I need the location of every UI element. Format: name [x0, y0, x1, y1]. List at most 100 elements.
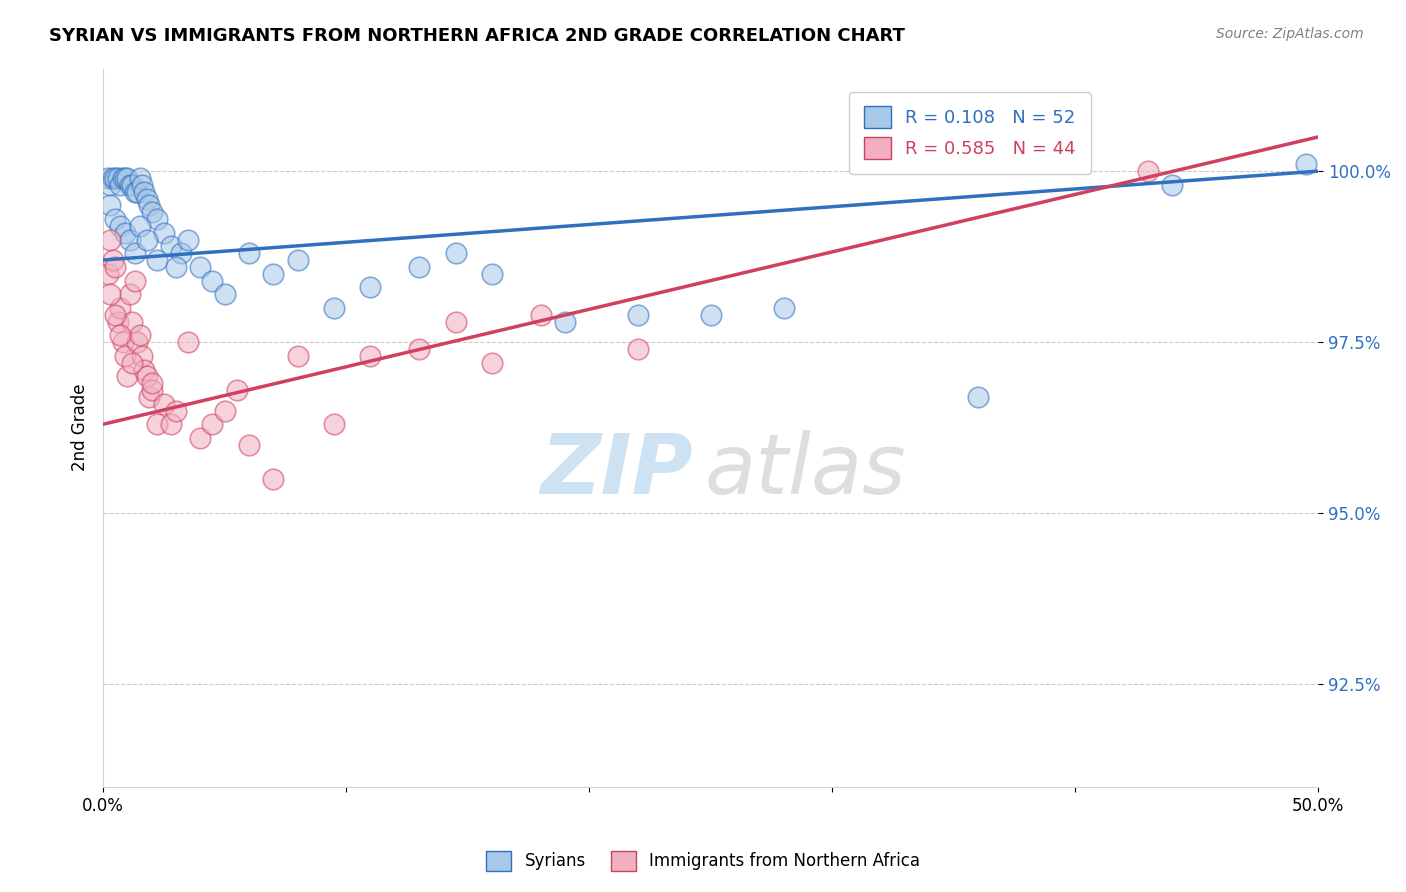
Point [118, 287, 141, 301]
Point [238, 246, 260, 260]
Point [1137, 164, 1160, 178]
Point [967, 390, 990, 404]
Point [554, 315, 576, 329]
Point [153, 397, 176, 411]
Point [481, 267, 503, 281]
Point [97, 171, 120, 186]
Point [114, 226, 136, 240]
Point [135, 192, 157, 206]
Point [160, 417, 183, 432]
Point [359, 280, 381, 294]
Point [408, 260, 430, 274]
Point [165, 403, 187, 417]
Point [141, 376, 163, 391]
Point [128, 328, 150, 343]
Point [121, 315, 143, 329]
Point [131, 349, 153, 363]
Point [188, 260, 211, 274]
Point [100, 287, 122, 301]
Point [127, 335, 149, 350]
Point [97, 267, 120, 281]
Text: ZIP: ZIP [540, 430, 693, 511]
Point [108, 301, 131, 315]
Point [121, 178, 143, 192]
Point [145, 253, 167, 268]
Point [111, 171, 134, 186]
Point [323, 301, 346, 315]
Point [170, 246, 193, 260]
Point [124, 274, 146, 288]
Point [108, 178, 131, 192]
Point [188, 431, 211, 445]
Point [214, 287, 236, 301]
Point [214, 403, 236, 417]
Point [117, 369, 139, 384]
Point [177, 335, 200, 350]
Point [177, 233, 200, 247]
Point [134, 185, 156, 199]
Point [323, 417, 346, 432]
Point [128, 219, 150, 233]
Point [127, 185, 149, 199]
Point [118, 233, 141, 247]
Point [104, 308, 127, 322]
Point [699, 308, 721, 322]
Point [262, 472, 284, 486]
Point [138, 390, 160, 404]
Point [117, 171, 139, 186]
Legend: Syrians, Immigrants from Northern Africa: Syrians, Immigrants from Northern Africa [478, 842, 928, 880]
Point [100, 178, 122, 192]
Point [262, 267, 284, 281]
Point [101, 171, 124, 186]
Point [201, 274, 224, 288]
Point [114, 349, 136, 363]
Point [153, 226, 176, 240]
Point [359, 349, 381, 363]
Point [104, 212, 127, 227]
Point [444, 246, 467, 260]
Point [772, 301, 794, 315]
Point [108, 328, 131, 343]
Point [481, 356, 503, 370]
Point [124, 185, 146, 199]
Point [107, 315, 129, 329]
Point [101, 253, 124, 268]
Point [201, 417, 224, 432]
Point [111, 335, 134, 350]
Point [114, 171, 136, 186]
Point [135, 369, 157, 384]
Point [134, 362, 156, 376]
Point [121, 356, 143, 370]
Point [145, 417, 167, 432]
Point [141, 383, 163, 397]
Point [100, 198, 122, 212]
Point [104, 260, 127, 274]
Point [135, 233, 157, 247]
Point [100, 233, 122, 247]
Point [627, 342, 650, 356]
Point [1295, 157, 1317, 171]
Text: Source: ZipAtlas.com: Source: ZipAtlas.com [1216, 27, 1364, 41]
Point [1161, 178, 1184, 192]
Point [131, 178, 153, 192]
Point [225, 383, 247, 397]
Point [408, 342, 430, 356]
Point [444, 315, 467, 329]
Point [124, 246, 146, 260]
Legend: R = 0.108   N = 52, R = 0.585   N = 44: R = 0.108 N = 52, R = 0.585 N = 44 [849, 92, 1091, 174]
Y-axis label: 2nd Grade: 2nd Grade [72, 384, 89, 472]
Point [141, 205, 163, 219]
Point [128, 171, 150, 186]
Point [165, 260, 187, 274]
Point [287, 253, 309, 268]
Point [107, 171, 129, 186]
Point [160, 239, 183, 253]
Point [118, 178, 141, 192]
Point [287, 349, 309, 363]
Point [238, 438, 260, 452]
Point [145, 212, 167, 227]
Text: SYRIAN VS IMMIGRANTS FROM NORTHERN AFRICA 2ND GRADE CORRELATION CHART: SYRIAN VS IMMIGRANTS FROM NORTHERN AFRIC… [49, 27, 905, 45]
Point [108, 219, 131, 233]
Point [138, 198, 160, 212]
Point [529, 308, 551, 322]
